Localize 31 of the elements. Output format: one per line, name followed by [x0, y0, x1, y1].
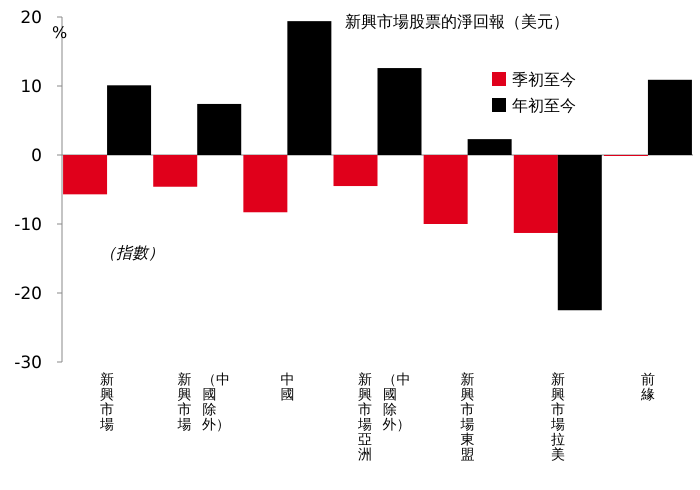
bar — [243, 155, 288, 212]
y-tick-label: 10 — [20, 77, 42, 97]
bar — [424, 155, 468, 224]
y-axis-title: % — [52, 23, 68, 42]
bar — [558, 155, 602, 310]
legend-label: 年初至今 — [512, 96, 576, 115]
y-tick-label: -10 — [14, 215, 42, 235]
legend-label: 季初至今 — [512, 70, 576, 89]
bar — [107, 85, 152, 155]
y-tick-label: -30 — [14, 353, 42, 373]
x-tick-label: 新興市場東盟 — [460, 372, 476, 463]
y-tick-label: 20 — [20, 8, 42, 28]
bar — [153, 155, 198, 187]
x-tick-label: 新興市場拉美 — [550, 372, 566, 463]
bar — [648, 80, 692, 155]
x-tick-label: 中國 — [280, 372, 295, 403]
bar — [63, 155, 108, 194]
category-label: 新興市場（中國除外） — [178, 372, 230, 433]
bar — [378, 68, 422, 155]
annotation: （指數） — [100, 243, 164, 262]
chart-title: 新興市場股票的淨回報（美元） — [345, 12, 569, 31]
category-label: 新興市場亞洲（中國除外） — [358, 372, 410, 463]
bar — [468, 139, 512, 155]
bar — [197, 104, 242, 155]
bar — [514, 155, 558, 233]
y-tick-label: 0 — [31, 146, 42, 166]
x-tick-label: 新興市場 — [100, 372, 115, 433]
x-tick-label: 前緣 — [640, 372, 656, 403]
bar — [287, 21, 332, 155]
y-tick-label: -20 — [14, 284, 42, 304]
bar — [334, 155, 378, 186]
